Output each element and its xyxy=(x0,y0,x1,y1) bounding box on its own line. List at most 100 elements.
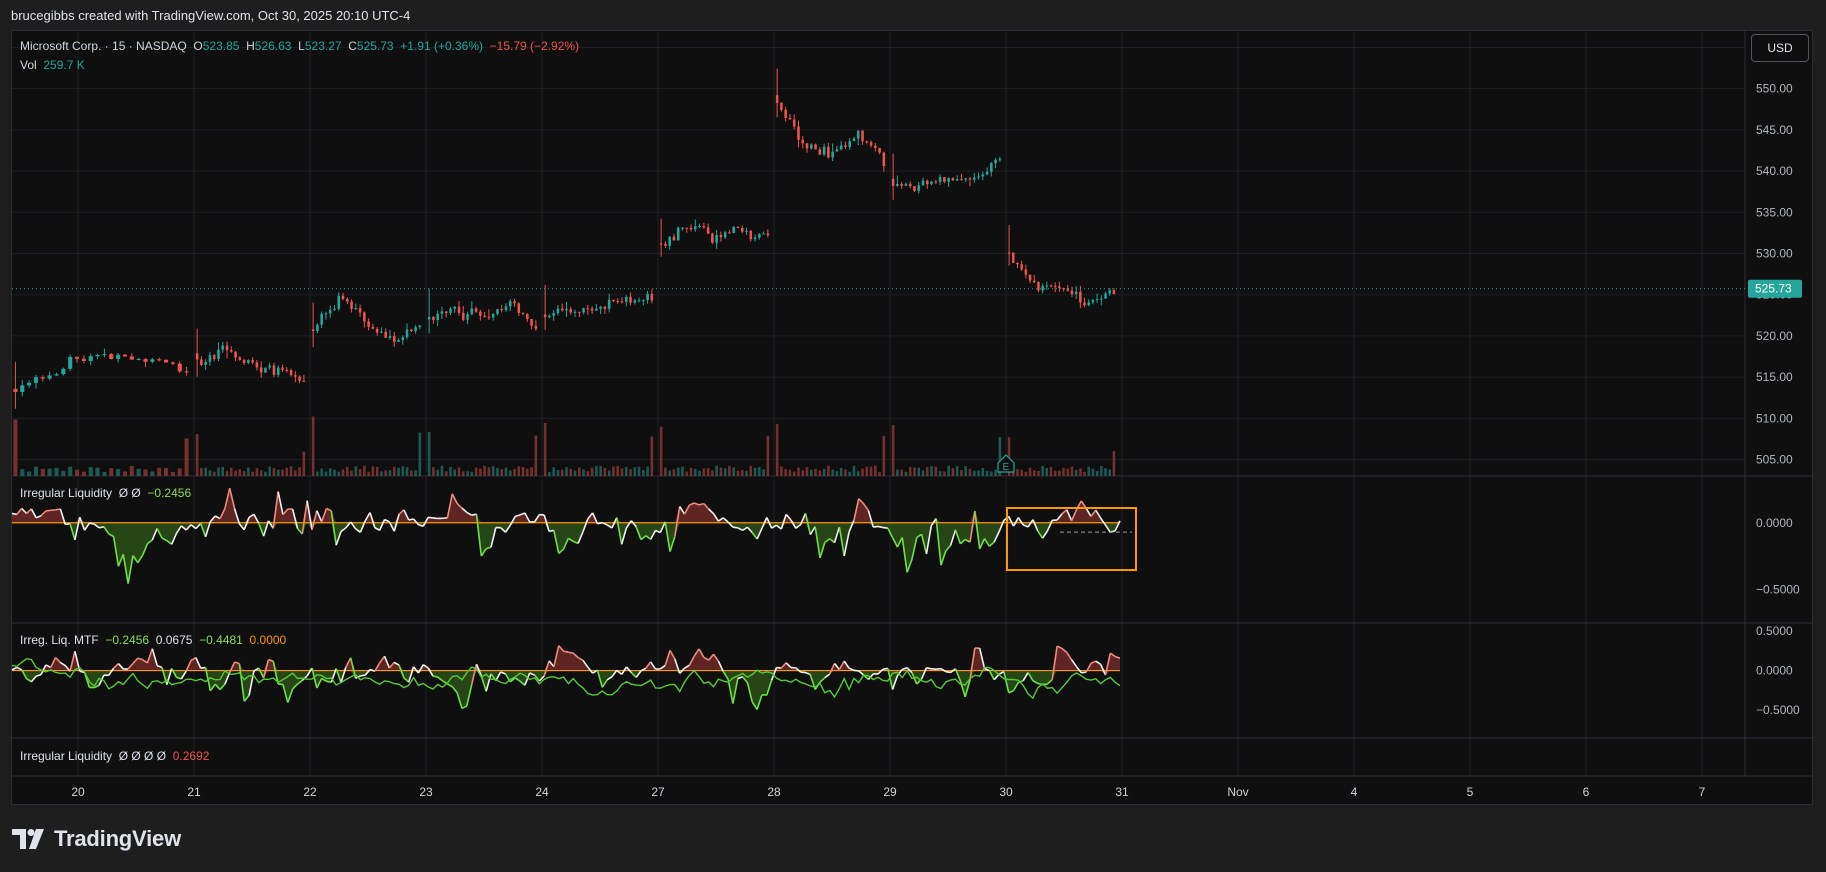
pane3-name: Irreg. Liq. MTF xyxy=(20,633,99,647)
osc-line-segment xyxy=(558,645,565,652)
price-tick-label: 540.00 xyxy=(1756,164,1793,178)
osc-line-segment xyxy=(828,663,836,675)
volume-bar xyxy=(659,426,663,476)
volume-bar xyxy=(552,467,555,476)
osc-line-segment xyxy=(950,668,956,674)
osc-line-segment xyxy=(751,532,758,540)
volume-bar xyxy=(530,467,533,476)
volume-bar xyxy=(276,469,280,476)
candle-body xyxy=(242,359,246,363)
osc-line-segment xyxy=(1070,509,1078,521)
candle-body xyxy=(354,308,358,310)
volume-bar xyxy=(565,467,568,476)
volume-bar xyxy=(835,471,839,476)
volume-bar xyxy=(702,468,706,476)
osc-line-segment xyxy=(26,677,32,683)
osc-line-segment xyxy=(988,670,995,681)
osc-line-segment xyxy=(475,663,483,677)
osc-line-segment xyxy=(16,507,23,515)
osc-line-segment xyxy=(771,524,777,529)
osc-line-segment xyxy=(689,502,695,506)
osc-line-segment xyxy=(572,540,579,545)
osc-line-segment xyxy=(1012,517,1020,527)
osc-line-segment xyxy=(228,488,236,509)
volume-bar xyxy=(758,467,761,476)
x-tick-label: Nov xyxy=(1227,785,1248,799)
osc-line-segment xyxy=(471,513,477,516)
osc-line-segment xyxy=(393,513,400,532)
candle-body xyxy=(835,149,839,152)
osc-line-segment xyxy=(606,676,613,681)
osc-line-segment xyxy=(383,655,391,669)
candle-body xyxy=(102,354,107,356)
osc-line-segment xyxy=(1012,681,1020,692)
osc-line-segment xyxy=(417,664,424,674)
osc-line-segment xyxy=(190,656,197,662)
volume-bar xyxy=(1095,470,1099,476)
candle-body xyxy=(578,311,581,313)
candle-body xyxy=(629,296,632,303)
volume-bar xyxy=(414,470,417,476)
osc-line-segment xyxy=(635,670,642,678)
volume-bar xyxy=(40,468,45,476)
osc-line-segment xyxy=(238,663,246,702)
volume-bar xyxy=(230,467,233,476)
osc-line-segment xyxy=(243,694,250,702)
osc-line-segment xyxy=(170,668,178,678)
volume-bar xyxy=(728,465,731,476)
symbol-label: Microsoft Corp. · 15 · NASDAQ xyxy=(20,39,187,53)
osc-line-segment xyxy=(886,668,894,690)
tradingview-logo[interactable]: TradingView xyxy=(12,826,181,852)
candle-body xyxy=(573,311,577,313)
candle-body xyxy=(676,227,680,241)
chart-frame[interactable] xyxy=(11,30,1813,805)
volume-bar xyxy=(951,467,955,476)
volume-bar xyxy=(491,466,495,476)
volume-bar xyxy=(102,471,107,476)
osc-line-segment xyxy=(166,668,173,685)
volume-bar xyxy=(281,469,284,476)
osc-line-segment xyxy=(954,668,962,682)
volume-bar xyxy=(354,466,358,476)
osc-line-segment xyxy=(785,513,792,521)
volume-bar xyxy=(311,416,315,476)
osc-line-segment xyxy=(422,664,429,669)
candle-body xyxy=(333,308,336,310)
volume-bar xyxy=(1083,471,1086,476)
volume-bar xyxy=(1087,466,1091,476)
currency-button[interactable]: USD xyxy=(1751,34,1809,62)
osc-line-segment xyxy=(156,528,163,539)
osc-line-segment xyxy=(1114,520,1121,532)
volume-bar xyxy=(427,431,431,476)
last-price-badge xyxy=(1748,279,1802,298)
osc-line-segment xyxy=(848,667,855,672)
osc-line-segment xyxy=(393,661,400,666)
osc-line-segment xyxy=(170,532,178,545)
volume-bar xyxy=(612,466,615,476)
x-tick-label: 30 xyxy=(999,785,1013,799)
osc-line-segment xyxy=(640,535,647,541)
volume-bar xyxy=(882,435,886,476)
candle-body xyxy=(285,369,289,371)
volume-bar xyxy=(960,470,963,476)
volume-bar xyxy=(184,438,189,476)
candle-body xyxy=(328,309,332,314)
candle-body xyxy=(1024,269,1028,275)
osc-line-segment xyxy=(558,548,565,555)
candle-body xyxy=(960,179,963,181)
volume-bar xyxy=(328,468,332,476)
osc-line-segment xyxy=(321,677,327,683)
osc-line-segment xyxy=(229,661,236,673)
candle-body xyxy=(659,243,663,245)
volume-bar xyxy=(264,471,267,476)
candle-body xyxy=(40,377,45,379)
high-label: H xyxy=(246,39,255,53)
volume-bar xyxy=(921,470,925,476)
price-tick-label: 545.00 xyxy=(1756,123,1793,137)
osc-line-segment xyxy=(59,508,66,525)
volume-bar xyxy=(947,465,950,476)
volume-bar xyxy=(1045,468,1049,476)
osc-line-segment xyxy=(732,678,739,704)
osc-line-segment xyxy=(350,521,357,530)
